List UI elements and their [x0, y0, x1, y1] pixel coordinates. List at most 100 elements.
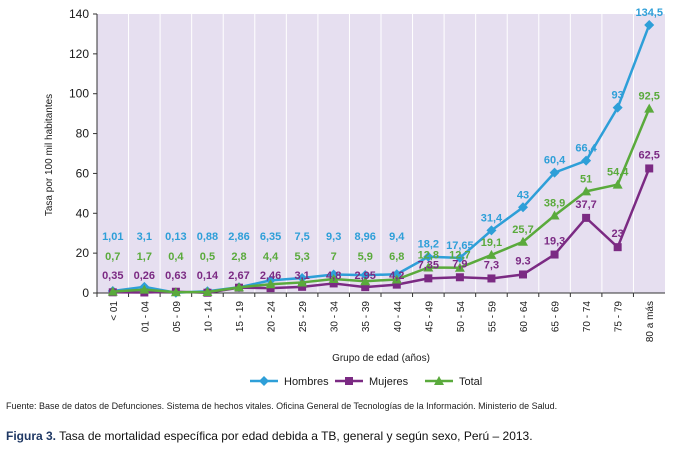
data-label-hombres: 2,86 [228, 231, 249, 243]
data-label-total: 54,4 [607, 167, 629, 179]
x-tick-label: 80 a más [645, 301, 656, 342]
legend-marker-hombres [259, 376, 269, 386]
data-label-hombres: 43 [517, 189, 529, 201]
data-label-hombres: 0,13 [165, 231, 186, 243]
legend: Hombres Mujeres Total [250, 376, 482, 388]
data-point-total [360, 276, 371, 286]
y-tick-label: 140 [69, 7, 89, 21]
data-label-hombres: 8,96 [355, 231, 376, 243]
data-label-hombres: 6,35 [260, 231, 281, 243]
x-tick-label: 30 - 34 [330, 301, 341, 333]
data-point-total [391, 274, 402, 284]
legend-label-mujeres: Mujeres [369, 376, 409, 388]
x-axis-title: Grupo de edad (años) [332, 353, 430, 364]
data-point-total [423, 262, 434, 272]
data-point-total [265, 279, 276, 289]
data-point-mujeres [424, 274, 433, 283]
data-label-hombres: 60,4 [544, 155, 566, 167]
data-label-hombres: 0,88 [197, 231, 218, 243]
data-label-hombres: 93 [612, 90, 624, 102]
data-label-total: 12,7 [449, 250, 470, 262]
data-label-total: 0,4 [168, 251, 184, 263]
data-point-mujeres [361, 283, 370, 292]
y-tick-label: 100 [69, 87, 89, 101]
x-tick-label: 45 - 49 [424, 301, 435, 333]
data-label-hombres: 1,01 [102, 231, 123, 243]
data-point-hombres [360, 270, 371, 281]
data-label-mujeres: 7,35 [418, 259, 439, 271]
data-label-mujeres: 37,7 [575, 199, 596, 211]
data-point-mujeres [582, 213, 591, 222]
mortality-line-chart: 0 20 40 60 80 100 120 140 < 01 01 - 04 05 - 09 10 -… [44, 7, 665, 388]
data-point-total [170, 287, 181, 297]
data-point-hombres [549, 167, 560, 178]
x-tick-label: 05 - 09 [172, 301, 183, 333]
data-point-hombres [486, 225, 497, 236]
x-tick-label: 50 - 54 [456, 301, 467, 333]
data-label-hombres: 17,65 [446, 240, 474, 252]
data-point-mujeres [645, 164, 654, 173]
figure-label: Figura 3. [6, 429, 57, 443]
data-point-hombres [612, 102, 623, 113]
data-point-total [486, 249, 497, 259]
data-label-hombres: 9,3 [326, 231, 341, 243]
legend-label-hombres: Hombres [284, 376, 329, 388]
x-tick-label: 60 - 64 [519, 301, 530, 333]
data-label-hombres: 7,5 [294, 231, 309, 243]
source-note: Fuente: Base de datos de Defunciones. Si… [6, 401, 558, 411]
data-label-mujeres: 2,46 [260, 270, 281, 282]
x-tick-label: 25 - 29 [298, 301, 309, 333]
data-point-total [328, 274, 339, 284]
data-point-mujeres [613, 243, 622, 252]
x-tick-label: 20 - 24 [267, 301, 278, 333]
data-point-mujeres [392, 280, 401, 289]
data-label-total: 12,8 [418, 249, 439, 261]
data-point-hombres [423, 251, 434, 262]
data-label-hombres: 134,5 [635, 7, 663, 19]
x-tick-label: 15 - 19 [235, 301, 246, 333]
x-tick-label: 35 - 39 [361, 301, 372, 333]
data-point-total [518, 236, 528, 246]
data-label-total: 1,7 [137, 251, 152, 263]
data-label-mujeres: 0,14 [197, 270, 219, 282]
x-tick-label: 55 - 59 [487, 301, 498, 333]
data-label-mujeres: 3,1 [294, 270, 309, 282]
data-label-total: 0,5 [200, 251, 215, 263]
axes: 0 20 40 60 80 100 120 140 < 01 01 - 04 05 - 09 10 -… [69, 7, 665, 342]
data-label-total: 5,3 [294, 251, 309, 263]
figure-caption: Figura 3. Tasa de mortalidad específica … [6, 429, 533, 443]
data-point-hombres [581, 155, 592, 166]
data-label-mujeres: 19,3 [544, 236, 565, 248]
y-tick-label: 20 [76, 246, 90, 260]
data-point-mujeres [550, 250, 559, 259]
figure-caption-text: Tasa de mortalidad específica por edad d… [56, 429, 533, 443]
data-point-total [644, 103, 655, 113]
data-label-mujeres: 0,26 [134, 270, 155, 282]
data-label-total: 7 [331, 251, 337, 263]
data-label-total: 19,1 [481, 237, 502, 249]
data-label-hombres: 3,1 [137, 231, 152, 243]
data-label-mujeres: 7,9 [452, 258, 467, 270]
data-label-hombres: 9,4 [389, 231, 405, 243]
x-tick-label: 65 - 69 [551, 301, 562, 333]
x-tick-label: 01 - 04 [140, 301, 151, 333]
data-label-mujeres: 2,67 [228, 270, 249, 282]
data-label-total: 92,5 [639, 91, 660, 103]
x-tick-label: 75 - 79 [614, 301, 625, 333]
legend-label-total: Total [459, 376, 482, 388]
data-label-total: 6,8 [389, 251, 404, 263]
grid-lines [128, 14, 634, 293]
y-tick-label: 60 [76, 166, 90, 180]
data-label-hombres: 18,2 [418, 239, 439, 251]
data-label-hombres: 31,4 [481, 212, 503, 224]
x-tick-label: < 01 [109, 301, 120, 321]
data-point-total [297, 277, 308, 287]
y-axis-title: Tasa por 100 mil habitantes [44, 94, 55, 216]
data-label-mujeres: 62,5 [639, 149, 660, 161]
data-point-total [549, 210, 560, 220]
data-point-total [139, 284, 150, 294]
data-label-total: 51 [580, 173, 592, 185]
data-point-hombres [644, 19, 655, 30]
data-label-mujeres: 9.3 [515, 255, 530, 267]
series-lines [107, 19, 655, 298]
